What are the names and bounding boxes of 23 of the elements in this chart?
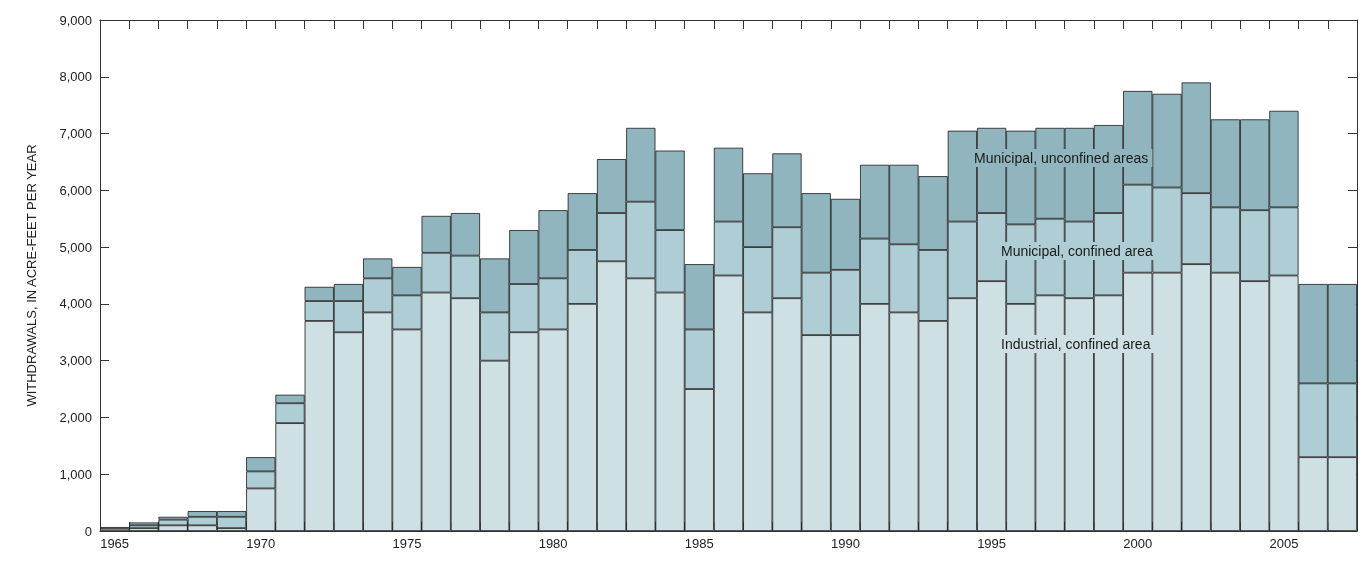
x-tick-label: 2000 [1123,536,1153,551]
x-tick-label: 1970 [246,536,276,551]
series-label: Industrial, confined area [1001,336,1151,352]
y-tick-label: 2,000 [59,409,92,425]
y-axis-title: WITHDRAWALS, IN ACRE-FEET PER YEAR [24,144,39,407]
y-tick-label: 0 [84,523,92,539]
y-tick-label: 5,000 [59,239,92,255]
y-tick-label: 6,000 [59,182,92,198]
x-tick-label: 1990 [830,536,860,551]
x-tick-label: 2005 [1269,536,1299,551]
y-tick-label: 8,000 [59,69,92,85]
y-tick-label: 7,000 [59,126,92,142]
x-tick-label: 1965 [100,536,130,551]
x-tick-label: 1980 [538,536,568,551]
series-label: Municipal, confined area [1001,243,1153,259]
x-tick-label: 1995 [977,536,1007,551]
x-tick-label: 1985 [684,536,714,551]
y-tick-label: 4,000 [59,296,92,312]
series-label: Municipal, unconfined areas [974,150,1149,166]
y-tick-label: 1,000 [59,466,92,482]
y-tick-label: 3,000 [59,353,92,369]
y-tick-label: 9,000 [59,12,92,28]
x-tick-label: 1975 [392,536,422,551]
